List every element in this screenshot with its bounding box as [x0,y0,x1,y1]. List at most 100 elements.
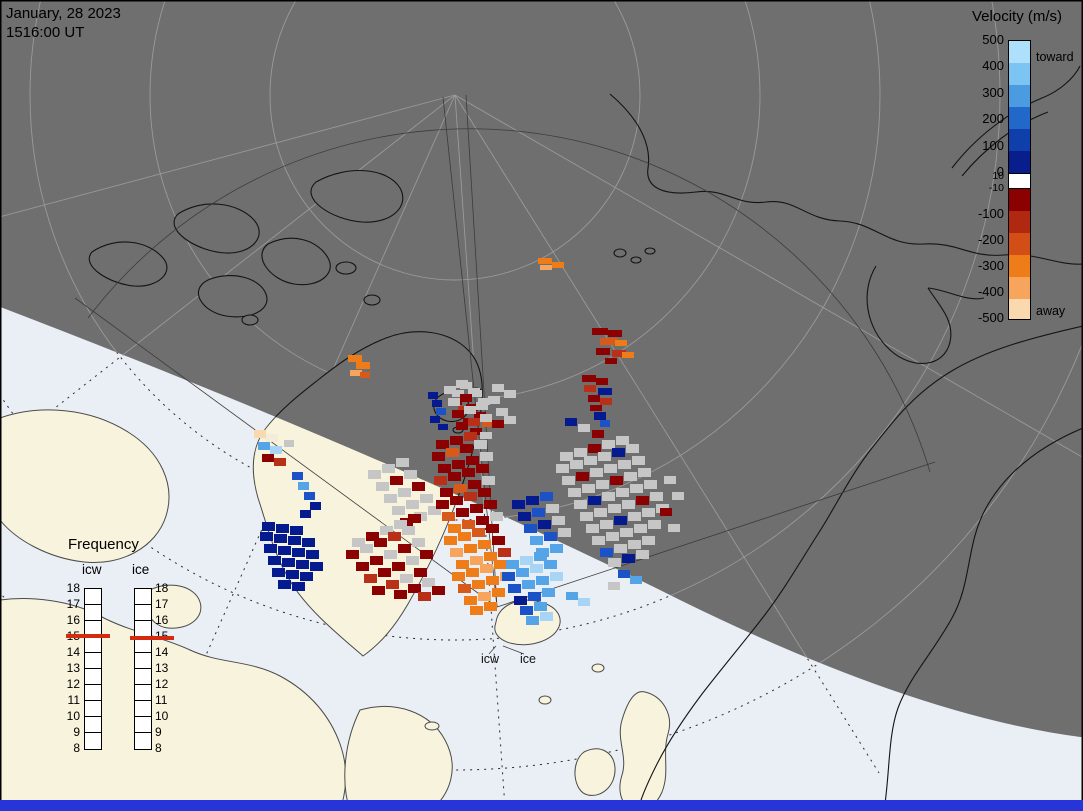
velocity-tick: 0 [996,164,1004,179]
frequency-cell [135,669,151,685]
radar-cell [352,538,365,547]
radar-cell [376,482,389,491]
frequency-tick: 10 [155,709,169,723]
velocity-tick: 200 [982,111,1004,127]
radar-cell [530,536,543,545]
radar-cell [622,554,635,563]
velocity-color-step-toward [1009,85,1030,107]
radar-cell [452,390,464,397]
radar-cell [448,524,461,533]
radar-cell [384,550,397,559]
radar-cell [268,556,281,565]
radar-cell [356,362,370,369]
radar-cell [478,488,491,497]
radar-site-label-icw: icw [481,652,500,666]
radar-cell [660,508,672,516]
radar-cell [458,584,471,593]
frequency-tick: 13 [66,661,80,675]
radar-cell [576,472,589,481]
radar-cell [278,546,291,555]
radar-cell [444,536,457,545]
radar-cell [384,494,397,503]
radar-cell [605,358,617,364]
radar-cell [382,464,395,473]
radar-cell [608,558,621,567]
frequency-tick: 11 [67,693,80,707]
radar-cell [290,526,303,535]
radar-cell [454,484,467,493]
frequency-tick: 16 [155,613,169,627]
frequency-tick: 8 [155,741,162,755]
frequency-tick: 8 [73,741,80,755]
frequency-tick: 11 [155,693,168,707]
radar-cell [282,558,295,567]
velocity-color-step-toward [1009,41,1030,63]
radar-cell [594,412,606,420]
frequency-mark-icw [66,634,110,638]
radar-cell [592,328,608,335]
radar-cell [506,560,519,569]
radar-cell [502,572,515,581]
radar-cell [650,492,663,501]
radar-cell [484,602,497,611]
radar-cell [356,562,369,571]
frequency-tick: 12 [155,677,169,691]
radar-cell [540,492,553,501]
radar-cell [460,444,473,453]
radar-cell [404,470,417,479]
radar-cell [456,380,468,388]
radar-cell [536,576,549,585]
velocity-tick: -200 [977,232,1004,247]
radar-cell [664,476,676,484]
radar-cell [494,560,507,569]
radar-cell [292,548,305,557]
velocity-color-step-toward [1009,151,1030,173]
radar-cell [412,538,425,547]
radar-cell [488,396,500,404]
radar-cell [672,492,684,500]
radar-cell [420,494,433,503]
radar-cell [306,550,319,559]
frequency-tick: 17 [66,597,80,611]
radar-cell [504,390,516,398]
radar-cell [388,532,401,541]
radar-cell [394,590,407,599]
frequency-cell [135,701,151,717]
time-label: 1516:00 UT [6,24,85,41]
radar-cell [444,386,456,394]
radar-cell [364,574,377,583]
radar-cell [484,552,497,561]
radar-cell [266,434,278,442]
radar-cell [394,520,407,529]
radar-cell [630,576,642,584]
radar-cell [592,536,605,545]
radar-cell [398,544,411,553]
radar-cell [478,398,490,405]
radar-cell [642,508,655,517]
radar-cell [436,440,449,449]
frequency-column-label-icw: icw [82,562,102,577]
radar-cell [668,524,680,532]
radar-cell [492,588,505,597]
radar-cell [464,596,477,605]
radar-cell [606,532,619,541]
radar-cell [492,384,504,392]
frequency-cell [85,637,101,653]
radar-cell [648,520,661,529]
radar-cell [392,562,405,571]
velocity-zero-band [1009,173,1030,189]
frequency-tick: 13 [155,661,169,675]
radar-cell [560,452,573,461]
radar-cell [276,524,289,533]
frequency-cell [85,669,101,685]
radar-cell [460,394,472,402]
velocity-color-step-away [1009,189,1030,211]
frequency-legend: Frequency icw ice 1818171716161515141413… [58,536,198,781]
radar-cell [438,464,451,473]
frequency-tick: 12 [66,677,80,691]
radar-cell [446,448,459,457]
radar-cell [550,572,563,581]
radar-cell [422,578,435,587]
radar-cell [504,416,516,424]
radar-cell [464,492,477,501]
